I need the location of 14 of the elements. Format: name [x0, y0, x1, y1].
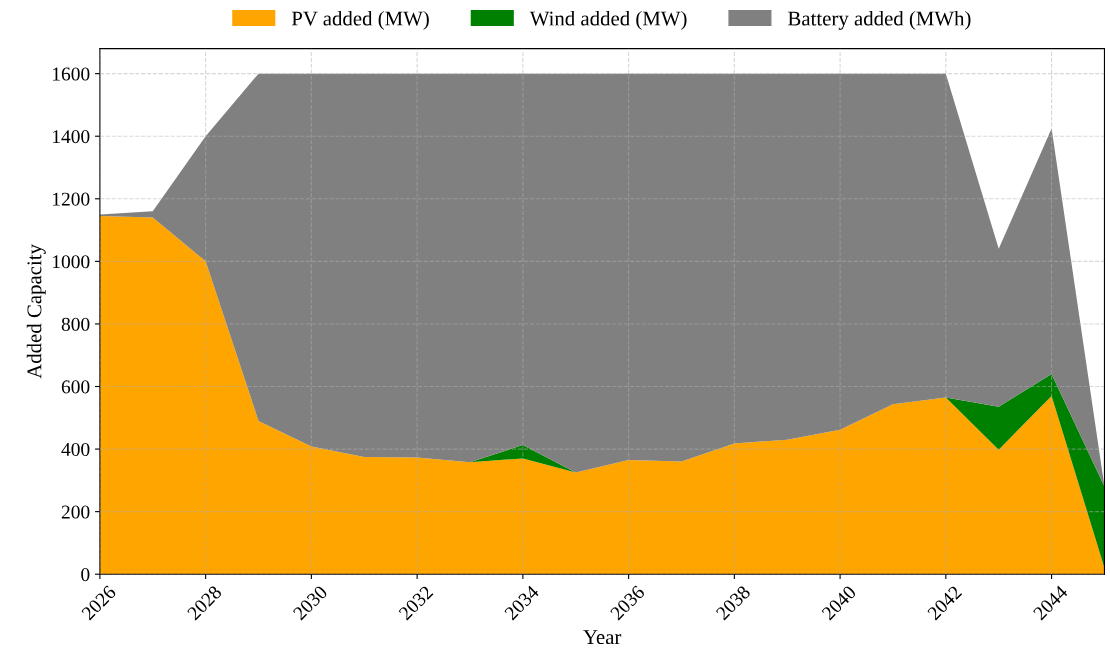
legend-label: Battery added (MWh)	[788, 10, 971, 30]
y-tick-label: 400	[61, 442, 90, 457]
legend-label: Wind added (MW)	[529, 10, 687, 30]
y-axis-title: Added Capacity	[26, 244, 46, 379]
y-tick-label: 1000	[53, 255, 90, 269]
y-tick-label: 1400	[53, 130, 90, 144]
y-tick-label: 1200	[53, 192, 90, 206]
y-tick-label: 1600	[53, 67, 90, 81]
y-tick-label: 600	[61, 380, 90, 394]
y-tick-label: 200	[61, 505, 90, 519]
y-tick-label: 800	[61, 317, 90, 331]
x-axis-title: Year	[583, 630, 622, 645]
legend-label: PV added (MW)	[291, 10, 429, 30]
y-tick-label: 0	[81, 568, 90, 582]
